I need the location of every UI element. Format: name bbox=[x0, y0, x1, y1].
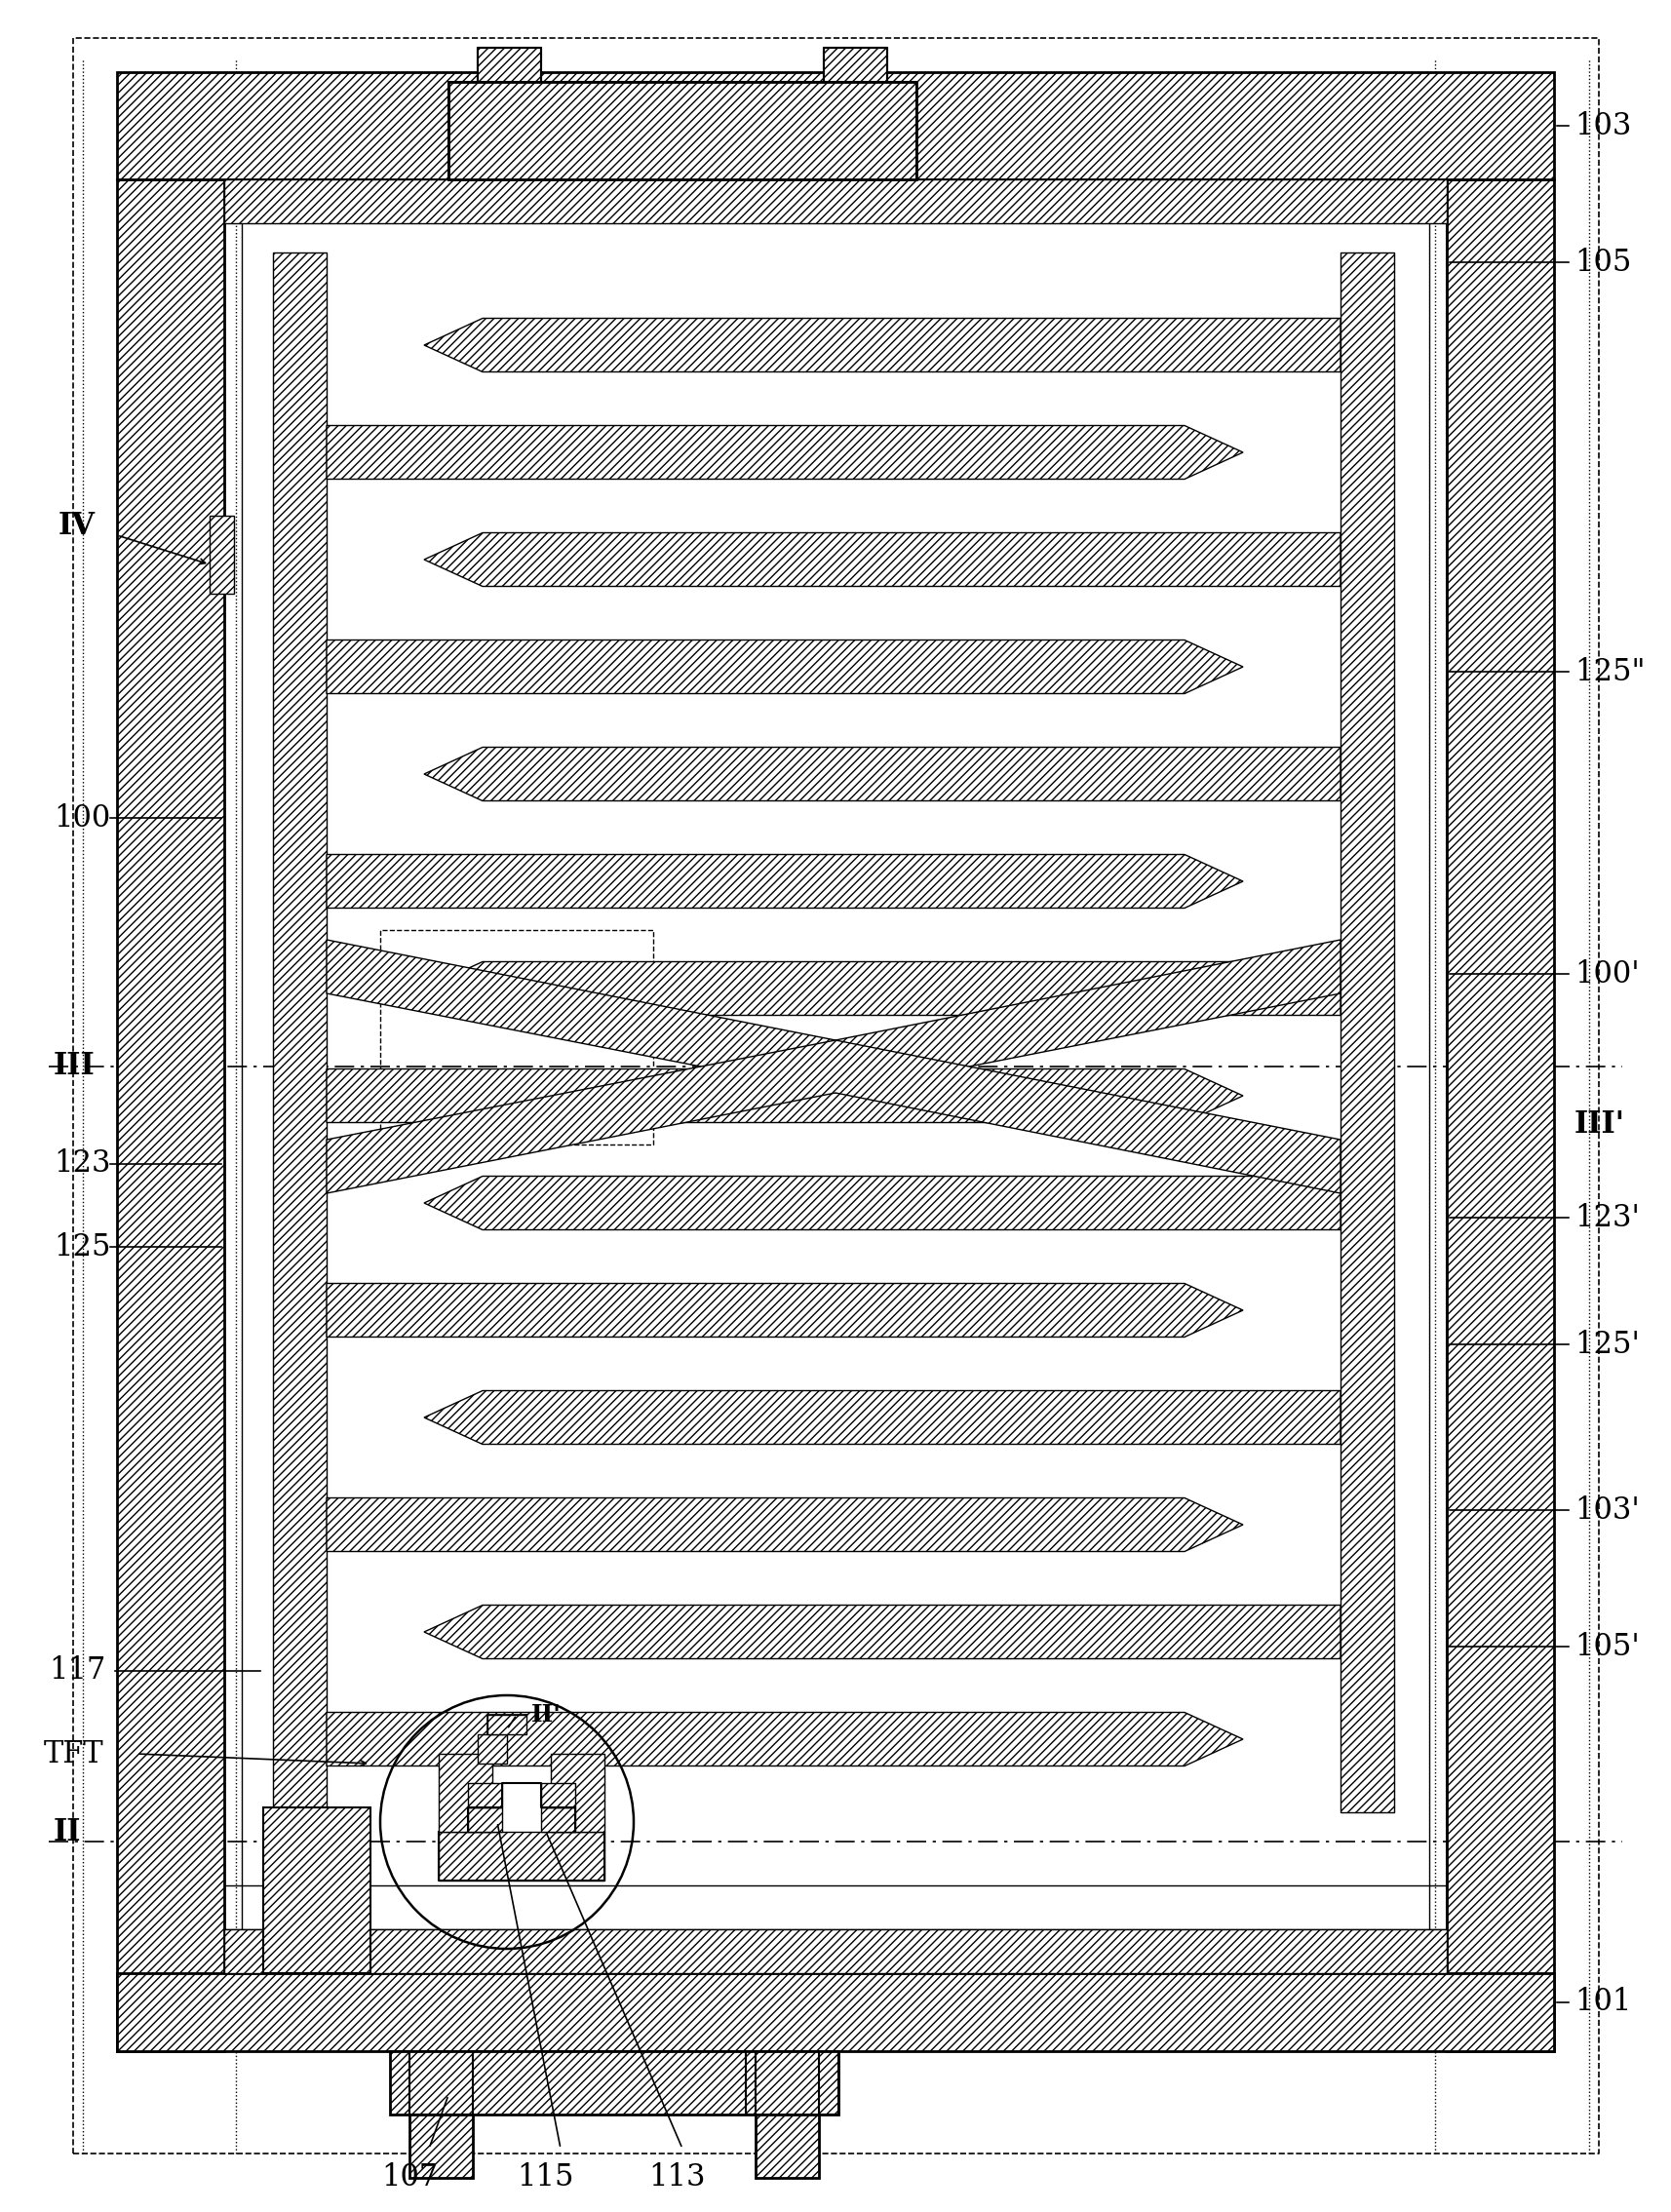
Text: 125': 125' bbox=[1574, 1329, 1639, 1360]
Text: IV: IV bbox=[58, 511, 95, 540]
Bar bbox=[448, 82, 916, 179]
Bar bbox=[468, 1807, 501, 1832]
Polygon shape bbox=[326, 1283, 1243, 1336]
Polygon shape bbox=[326, 1068, 1243, 1121]
Text: 103: 103 bbox=[1574, 111, 1631, 142]
Bar bbox=[541, 1783, 575, 1807]
Bar bbox=[409, 2115, 473, 2179]
Text: II': II' bbox=[531, 1703, 561, 1728]
Text: 100': 100' bbox=[1574, 958, 1639, 989]
Bar bbox=[541, 1807, 575, 1832]
Text: 103': 103' bbox=[1574, 1495, 1639, 1526]
Bar bbox=[224, 1929, 1447, 1973]
Bar bbox=[439, 1832, 605, 1880]
Bar bbox=[824, 49, 887, 82]
Text: 100: 100 bbox=[53, 803, 110, 834]
Bar bbox=[551, 1754, 605, 1832]
Polygon shape bbox=[326, 854, 1243, 909]
Polygon shape bbox=[326, 1040, 1340, 1192]
Bar bbox=[117, 1973, 1554, 2051]
Text: II: II bbox=[53, 1816, 82, 1847]
Bar bbox=[117, 179, 224, 2051]
Bar bbox=[478, 1734, 506, 1763]
Bar bbox=[209, 515, 234, 593]
Polygon shape bbox=[326, 425, 1243, 480]
Bar bbox=[272, 252, 326, 1812]
Polygon shape bbox=[424, 533, 1340, 586]
Text: 123: 123 bbox=[53, 1148, 110, 1179]
Polygon shape bbox=[326, 940, 1340, 1093]
Polygon shape bbox=[424, 962, 1340, 1015]
Text: III: III bbox=[53, 1051, 95, 1082]
Bar bbox=[224, 179, 1447, 223]
Polygon shape bbox=[424, 1177, 1340, 1230]
Bar bbox=[1340, 252, 1394, 1812]
Polygon shape bbox=[424, 1606, 1340, 1659]
Bar bbox=[389, 2051, 839, 2115]
Polygon shape bbox=[424, 1391, 1340, 1444]
Polygon shape bbox=[326, 1498, 1243, 1551]
Text: 125": 125" bbox=[1574, 657, 1646, 686]
Bar bbox=[488, 1714, 526, 1734]
Text: 107: 107 bbox=[381, 2163, 438, 2192]
Polygon shape bbox=[326, 1712, 1243, 1765]
Polygon shape bbox=[424, 748, 1340, 801]
Text: 125: 125 bbox=[53, 1232, 110, 1263]
Polygon shape bbox=[424, 319, 1340, 372]
Bar bbox=[755, 2115, 819, 2179]
Bar bbox=[117, 73, 1554, 179]
Bar bbox=[468, 1783, 501, 1807]
Text: 105: 105 bbox=[1574, 248, 1631, 276]
Text: TFT: TFT bbox=[43, 1739, 104, 1770]
Bar bbox=[439, 1754, 493, 1832]
Text: 101: 101 bbox=[1574, 1986, 1631, 2017]
Text: 105': 105' bbox=[1574, 1632, 1639, 1661]
Polygon shape bbox=[326, 639, 1243, 695]
Text: III': III' bbox=[1574, 1110, 1626, 1139]
Text: 113: 113 bbox=[648, 2163, 707, 2192]
Text: 123': 123' bbox=[1574, 1203, 1639, 1232]
Bar bbox=[264, 1807, 371, 1973]
Text: 117: 117 bbox=[48, 1657, 105, 1686]
Bar bbox=[1447, 179, 1554, 2051]
Text: 115: 115 bbox=[518, 2163, 575, 2192]
Bar bbox=[478, 49, 541, 82]
